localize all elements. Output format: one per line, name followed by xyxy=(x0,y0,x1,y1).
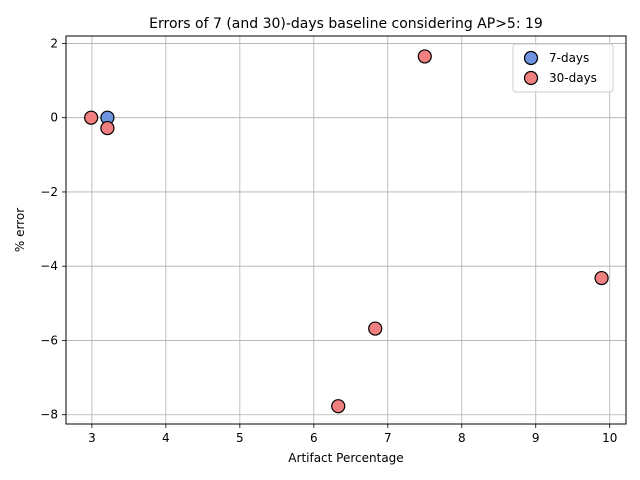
point-30-days xyxy=(331,399,346,414)
x-tick-label: 8 xyxy=(458,431,466,445)
y-tick-label: 2 xyxy=(50,36,58,50)
x-tick-label: 6 xyxy=(310,431,318,445)
point-30-days xyxy=(594,270,609,286)
point-30-days xyxy=(417,49,432,64)
point-30-days xyxy=(368,321,383,336)
x-tick-label: 5 xyxy=(236,431,244,445)
y-tick-label: −4 xyxy=(40,259,58,273)
point-30-days xyxy=(100,120,115,136)
y-tick-label: 0 xyxy=(50,111,58,125)
legend-box xyxy=(512,43,614,93)
data-points xyxy=(84,49,609,414)
legend-label-7-days: 7-days xyxy=(549,51,589,65)
x-tick-label: 10 xyxy=(602,431,617,445)
legend-marker-30-days xyxy=(523,70,539,86)
y-axis-label: % error xyxy=(13,208,27,252)
y-tick-label: −6 xyxy=(40,333,58,347)
x-tick-label: 3 xyxy=(88,431,96,445)
x-tick-label: 4 xyxy=(162,431,170,445)
x-tick-label: 7 xyxy=(384,431,392,445)
legend: 7-days 30-days xyxy=(512,43,614,93)
y-tick-label: −2 xyxy=(40,185,58,199)
x-tick-label: 9 xyxy=(532,431,540,445)
legend-label-30-days: 30-days xyxy=(549,71,597,85)
x-axis: 3 4 5 6 7 8 9 10 xyxy=(88,424,617,445)
point-30-days xyxy=(84,110,99,125)
plot-frame xyxy=(65,35,627,425)
grid xyxy=(66,36,626,424)
x-axis-label: Artifact Percentage xyxy=(288,451,403,465)
chart-title: Errors of 7 (and 30)-days baseline consi… xyxy=(149,16,543,32)
legend-marker-7-days xyxy=(523,50,539,66)
y-axis: −8 −6 −4 −2 0 2 xyxy=(40,36,66,422)
y-tick-label: −8 xyxy=(40,408,58,422)
